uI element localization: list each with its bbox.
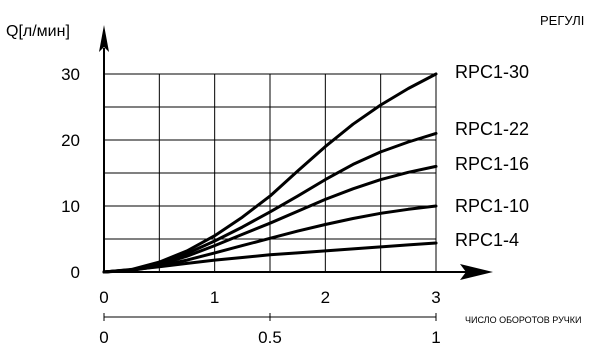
- y-tick-label: 0: [71, 263, 80, 282]
- series-label-rpc1-10: RPC1-10: [455, 196, 529, 216]
- y-tick-label: 20: [61, 131, 80, 150]
- series-label-rpc1-4: RPC1-4: [455, 230, 519, 250]
- x2-tick-label: 0: [99, 328, 108, 347]
- chart-grid: [104, 73, 437, 272]
- chart-axes: [99, 25, 493, 280]
- x-axis-arrowhead: [460, 264, 493, 280]
- x-tick-label: 2: [321, 288, 330, 307]
- series-label-rpc1-22: RPC1-22: [455, 119, 529, 139]
- y-tick-label: 10: [61, 197, 80, 216]
- y-axis-label: Q[л/мин]: [6, 23, 70, 40]
- tick-labels: 0 10 20 30 0 1 2 3: [61, 65, 441, 307]
- series-label-rpc1-30: RPC1-30: [455, 62, 529, 82]
- series-lines: [102, 72, 438, 274]
- series-label-rpc1-16: RPC1-16: [455, 154, 529, 174]
- series-line-rpc1-4: [102, 241, 438, 274]
- y-axis-arrowhead: [99, 25, 109, 52]
- x-tick-label: 3: [431, 288, 440, 307]
- series-labels: RPC1-30 RPC1-22 RPC1-16 RPC1-10 RPC1-4: [455, 62, 529, 250]
- x2-tick-label: 1: [431, 328, 440, 347]
- x-axis-label: ЧИСЛО ОБОРОТОВ РУЧКИ: [465, 315, 582, 325]
- secondary-x-axis: 0 0.5 1: [99, 313, 441, 347]
- y-tick-label: 30: [61, 65, 80, 84]
- x-tick-label: 0: [99, 288, 108, 307]
- corner-text: РЕГУЛІ: [540, 13, 584, 28]
- x-tick-label: 1: [210, 288, 219, 307]
- x2-tick-label: 0.5: [258, 328, 282, 347]
